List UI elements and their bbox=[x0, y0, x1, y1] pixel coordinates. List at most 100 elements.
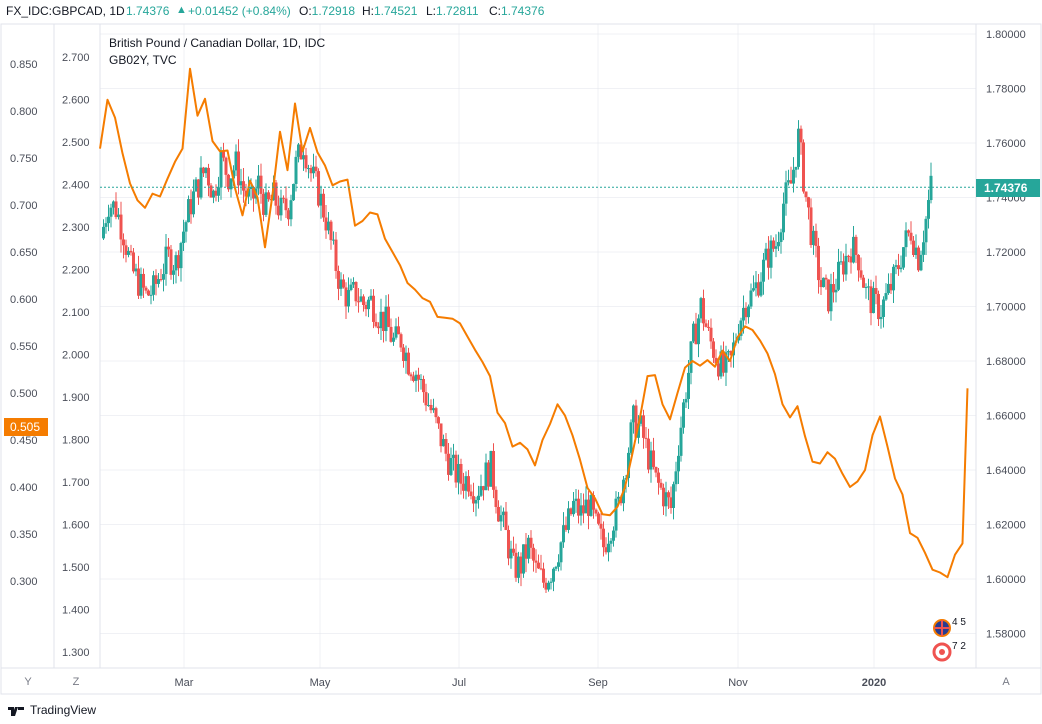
candle-body bbox=[522, 544, 525, 574]
candle-body bbox=[817, 245, 820, 281]
right-tick-label: 1.70000 bbox=[986, 302, 1026, 314]
ohlc-close: C:1.74376 bbox=[489, 4, 544, 18]
right-tick-label: 1.68000 bbox=[986, 356, 1026, 368]
candle-body bbox=[509, 548, 513, 559]
candle-body bbox=[187, 199, 190, 223]
candle-body bbox=[474, 500, 478, 504]
left-inner-tick-label: 1.300 bbox=[62, 647, 90, 659]
candle-body bbox=[199, 167, 203, 198]
candle-body bbox=[759, 281, 763, 296]
candle-body bbox=[882, 299, 885, 317]
candle-body bbox=[192, 191, 195, 215]
tradingview-logo-icon[interactable] bbox=[8, 704, 24, 718]
candle-body bbox=[899, 267, 903, 270]
candle-body bbox=[784, 182, 788, 204]
candle-body bbox=[567, 508, 570, 530]
candle-body bbox=[832, 284, 835, 293]
candle-body bbox=[444, 439, 448, 454]
candle-body bbox=[639, 415, 643, 424]
candle-body bbox=[769, 240, 773, 268]
left-inner-axis[interactable]: 2.700 2.600 2.500 2.400 2.300 2.200 2.100 2.000… bbox=[62, 52, 90, 659]
candle-body bbox=[427, 404, 430, 406]
legend-main[interactable]: British Pound / Canadian Dollar, 1D, IDC bbox=[109, 36, 325, 50]
candle-body bbox=[432, 408, 435, 411]
candle-body bbox=[182, 231, 185, 244]
ohlc-low: L:1.72811 bbox=[426, 4, 479, 18]
candle-body bbox=[627, 452, 630, 479]
candle-body bbox=[267, 192, 270, 199]
candle-body bbox=[649, 450, 653, 470]
symbol-title[interactable]: FX_IDC:GBPCAD, 1D bbox=[6, 4, 125, 18]
candle-body bbox=[674, 471, 678, 485]
right-tick-label: 1.60000 bbox=[986, 574, 1026, 586]
candle-body bbox=[169, 249, 173, 275]
event-badge-ca[interactable]: 7 2 bbox=[932, 641, 966, 662]
candle-body bbox=[457, 463, 460, 483]
candle-body bbox=[149, 294, 153, 296]
chart-canvas[interactable]: 0.850 0.800 0.750 0.700 0.650 0.600 0.550 0.500… bbox=[0, 0, 1042, 696]
left-outer-scale-button[interactable]: Y bbox=[24, 676, 32, 688]
candle-body bbox=[449, 457, 453, 475]
candle-body bbox=[234, 151, 238, 171]
left-inner-scale-button[interactable]: Z bbox=[72, 676, 80, 688]
candle-body bbox=[122, 239, 125, 246]
event-badge-uk[interactable]: 4 5 bbox=[933, 617, 966, 637]
candle-body bbox=[109, 207, 113, 217]
candle-body bbox=[909, 232, 913, 241]
candle-body bbox=[874, 288, 878, 294]
candle-body bbox=[132, 252, 135, 272]
candle-body bbox=[194, 179, 198, 192]
candle-body bbox=[512, 548, 515, 553]
candle-body bbox=[114, 201, 118, 218]
candle-body bbox=[789, 180, 793, 184]
left-outer-tick-label: 0.450 bbox=[10, 435, 38, 447]
candle-body bbox=[359, 296, 363, 302]
left-outer-axis[interactable]: 0.850 0.800 0.750 0.700 0.650 0.600 0.550 0.500… bbox=[10, 59, 38, 588]
candle-body bbox=[292, 183, 295, 201]
candle-body bbox=[439, 423, 443, 447]
grid-lines bbox=[100, 24, 976, 668]
candle-body bbox=[864, 287, 868, 289]
candle-body bbox=[184, 222, 188, 232]
candle-body bbox=[862, 277, 865, 288]
candle-body bbox=[609, 540, 613, 544]
candle-body bbox=[892, 266, 895, 291]
right-tick-label: 1.80000 bbox=[986, 29, 1026, 41]
candle-body bbox=[839, 261, 843, 263]
close-label: C: bbox=[489, 4, 501, 18]
candle-body bbox=[262, 193, 265, 215]
left-outer-tick-label: 0.300 bbox=[10, 576, 38, 588]
candle-body bbox=[699, 298, 703, 319]
candle-body bbox=[662, 487, 665, 507]
candle-body bbox=[529, 537, 533, 548]
left-inner-tick-label: 1.800 bbox=[62, 435, 90, 447]
candle-body bbox=[642, 415, 645, 438]
brand-name[interactable]: TradingView bbox=[30, 703, 97, 717]
candle-body bbox=[447, 453, 450, 475]
candle-body bbox=[369, 295, 373, 300]
candle-body bbox=[419, 378, 423, 380]
candle-body bbox=[204, 167, 208, 174]
left-outer-tick-label: 0.800 bbox=[10, 106, 38, 118]
candle-body bbox=[237, 151, 240, 186]
auto-scale-button[interactable]: A bbox=[1002, 676, 1010, 688]
candle-body bbox=[854, 236, 858, 255]
candle-body bbox=[737, 335, 740, 341]
candle-body bbox=[787, 180, 790, 183]
candle-body bbox=[464, 476, 468, 491]
footer: TradingView bbox=[0, 696, 1042, 724]
candle-body bbox=[382, 311, 385, 332]
candle-body bbox=[599, 523, 603, 529]
left-outer-tick-label: 0.750 bbox=[10, 153, 38, 165]
candle-body bbox=[672, 484, 675, 508]
high-label: H: bbox=[362, 4, 374, 18]
candle-body bbox=[919, 254, 923, 271]
left-outer-tick-label: 0.850 bbox=[10, 59, 38, 71]
gb02y-value-tag-text: 0.505 bbox=[10, 420, 40, 434]
candle-body bbox=[682, 402, 685, 428]
right-tick-label: 1.58000 bbox=[986, 629, 1026, 641]
candle-body bbox=[287, 210, 290, 220]
legend-secondary[interactable]: GB02Y, TVC bbox=[109, 53, 177, 67]
time-axis[interactable]: Mar May Jul Sep Nov 2020 bbox=[175, 677, 887, 689]
candle-body bbox=[179, 243, 183, 269]
